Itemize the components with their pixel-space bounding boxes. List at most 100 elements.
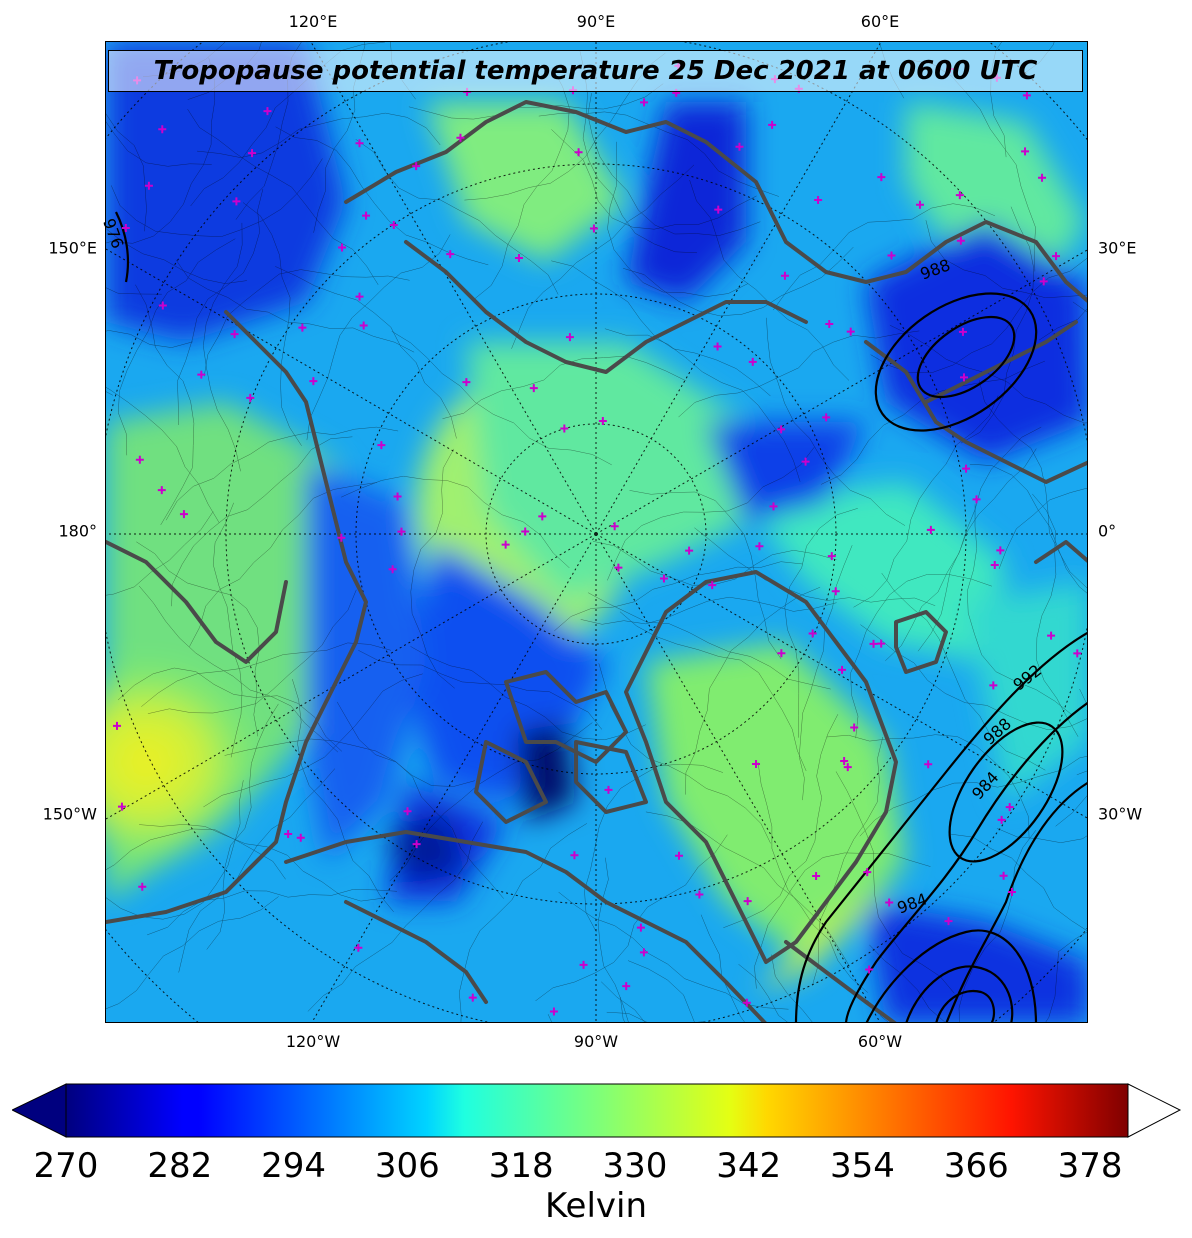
temperature-contour <box>629 490 782 660</box>
station-marker <box>769 502 778 511</box>
temperature-contour <box>881 572 1046 771</box>
temperature-contour <box>307 821 483 1012</box>
temperature-contour <box>106 780 244 920</box>
temperature-contour <box>951 833 1087 931</box>
station-marker <box>158 125 167 134</box>
top-tick-label: 60°E <box>860 12 900 31</box>
bottom-tick-label: 120°W <box>285 1032 341 1051</box>
station-marker <box>309 377 318 386</box>
station-marker <box>284 830 293 839</box>
station-marker <box>529 384 538 393</box>
temperature-contour <box>917 426 1042 652</box>
bottom-tick-label: 90°W <box>573 1032 619 1051</box>
temperature-contour <box>694 527 936 606</box>
top-tick-label: 90°E <box>576 12 616 31</box>
station-marker <box>560 424 569 433</box>
temperature-contour <box>958 830 1037 1022</box>
temperature-contour <box>784 508 858 738</box>
station-marker <box>877 639 886 648</box>
station-marker <box>296 833 305 842</box>
station-marker <box>812 871 821 880</box>
temperature-contour <box>1032 493 1079 737</box>
temperature-contour <box>147 889 398 936</box>
temperature-contour <box>773 203 996 311</box>
station-marker <box>538 512 547 521</box>
temperature-contour <box>587 93 761 236</box>
temperature-contour <box>410 448 455 689</box>
temperature-contour <box>879 952 1059 1022</box>
station-marker <box>956 236 965 245</box>
station-marker <box>674 851 683 860</box>
temperature-contour <box>889 324 1087 424</box>
temperature-contour <box>627 960 695 1022</box>
station-marker <box>298 323 307 332</box>
temperature-contour <box>723 714 839 929</box>
temperature-contour <box>408 83 664 120</box>
station-marker <box>377 441 386 450</box>
station-marker <box>158 301 167 310</box>
right-tick-label: 30°E <box>1098 238 1137 258</box>
station-marker <box>659 574 668 583</box>
station-marker <box>232 197 241 206</box>
map-panel: Tropopause potential temperature 25 Dec … <box>105 41 1088 1023</box>
station-marker <box>468 993 477 1002</box>
station-marker <box>1039 277 1048 286</box>
temperature-contour <box>870 258 1087 374</box>
station-marker <box>501 540 510 549</box>
station-marker <box>144 181 153 190</box>
temperature-contour <box>306 234 451 441</box>
colorbar-tick-label: 270 <box>33 1146 99 1186</box>
temperature-contour <box>835 771 955 994</box>
station-marker <box>1022 91 1031 100</box>
station-marker <box>958 327 967 336</box>
station-marker <box>997 815 1006 824</box>
station-marker <box>714 205 723 214</box>
station-marker <box>639 948 648 957</box>
map-title: Tropopause potential temperature 25 Dec … <box>153 56 1038 86</box>
temperature-contour <box>678 330 920 418</box>
temperature-contour <box>798 545 853 801</box>
station-markers <box>112 61 1082 1016</box>
temperature-contour <box>410 646 646 741</box>
station-marker <box>924 760 933 769</box>
temperature-contour <box>358 650 602 730</box>
station-marker <box>355 292 364 301</box>
station-marker <box>962 464 971 473</box>
station-marker <box>1021 147 1030 156</box>
station-marker <box>388 565 397 574</box>
station-marker <box>742 998 751 1007</box>
temperature-contour <box>442 355 687 419</box>
station-marker <box>801 457 810 466</box>
station-marker <box>614 563 623 572</box>
station-marker <box>354 943 363 952</box>
temperature-contour <box>138 585 339 753</box>
station-marker <box>570 851 579 860</box>
temperature-contour <box>511 164 695 349</box>
station-marker <box>622 982 631 991</box>
station-marker <box>636 923 645 932</box>
station-marker <box>955 191 964 200</box>
station-marker <box>359 321 368 330</box>
temperature-contour <box>978 380 1087 589</box>
temperature-contour <box>579 51 698 254</box>
station-marker <box>462 378 471 387</box>
station-marker <box>197 370 206 379</box>
temperature-contour <box>821 360 1045 485</box>
colorbar-tick-label: 366 <box>943 1146 1009 1186</box>
temperature-contour <box>960 206 1034 444</box>
station-marker <box>1073 649 1082 658</box>
colorbar-tick-label: 306 <box>374 1146 440 1186</box>
station-marker <box>610 522 619 531</box>
station-marker <box>604 785 613 794</box>
station-marker <box>579 960 588 969</box>
station-marker <box>117 802 126 811</box>
temperature-contour <box>235 42 302 220</box>
temperature-contour <box>118 238 236 456</box>
temperature-contour <box>196 112 441 158</box>
station-marker <box>412 162 421 171</box>
temperature-contour <box>990 42 1007 158</box>
temperature-contour <box>141 642 391 707</box>
temperature-contour <box>619 611 807 772</box>
colorbar-tick-label: 354 <box>830 1146 895 1186</box>
temperature-contour <box>355 139 559 295</box>
